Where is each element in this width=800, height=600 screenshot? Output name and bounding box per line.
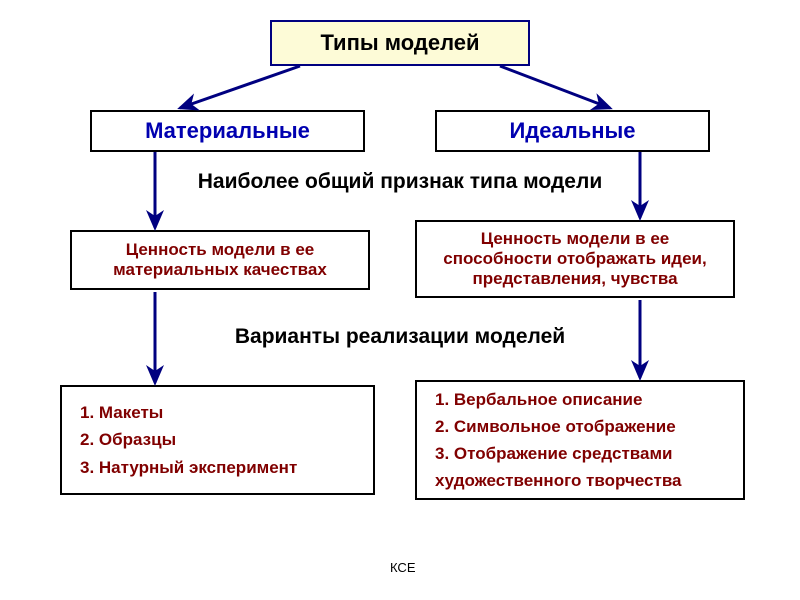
footer-text: КСЕ bbox=[390, 560, 416, 575]
value-material-text: Ценность модели в ее материальных качест… bbox=[82, 240, 358, 280]
heading-common-feature: Наиболее общий признак типа модели bbox=[170, 170, 630, 194]
list-item: 3. Натурный эксперимент bbox=[80, 454, 355, 481]
list-item: 3. Отображение средствами bbox=[435, 440, 725, 467]
branch-material-text: Материальные bbox=[145, 118, 310, 144]
footer-label: КСЕ bbox=[390, 560, 416, 575]
list-item: 1. Макеты bbox=[80, 399, 355, 426]
list-item: 2. Образцы bbox=[80, 426, 355, 453]
list-item: художественного творчества bbox=[435, 467, 725, 494]
title-text: Типы моделей bbox=[320, 30, 479, 56]
arrows-layer bbox=[0, 0, 800, 600]
heading2-text: Варианты реализации моделей bbox=[235, 325, 565, 348]
impl-ideal: 1. Вербальное описание 2. Символьное ото… bbox=[415, 380, 745, 500]
value-ideal: Ценность модели в ее способности отображ… bbox=[415, 220, 735, 298]
value-ideal-text: Ценность модели в ее способности отображ… bbox=[427, 229, 723, 289]
impl-material: 1. Макеты 2. Образцы 3. Натурный экспери… bbox=[60, 385, 375, 495]
heading1-text: Наиболее общий признак типа модели bbox=[198, 170, 603, 193]
branch-ideal: Идеальные bbox=[435, 110, 710, 152]
branch-ideal-text: Идеальные bbox=[509, 118, 635, 144]
list-item: 2. Символьное отображение bbox=[435, 413, 725, 440]
title-box: Типы моделей bbox=[270, 20, 530, 66]
list-item: 1. Вербальное описание bbox=[435, 386, 725, 413]
value-material: Ценность модели в ее материальных качест… bbox=[70, 230, 370, 290]
heading-implementations: Варианты реализации моделей bbox=[210, 325, 590, 349]
branch-material: Материальные bbox=[90, 110, 365, 152]
